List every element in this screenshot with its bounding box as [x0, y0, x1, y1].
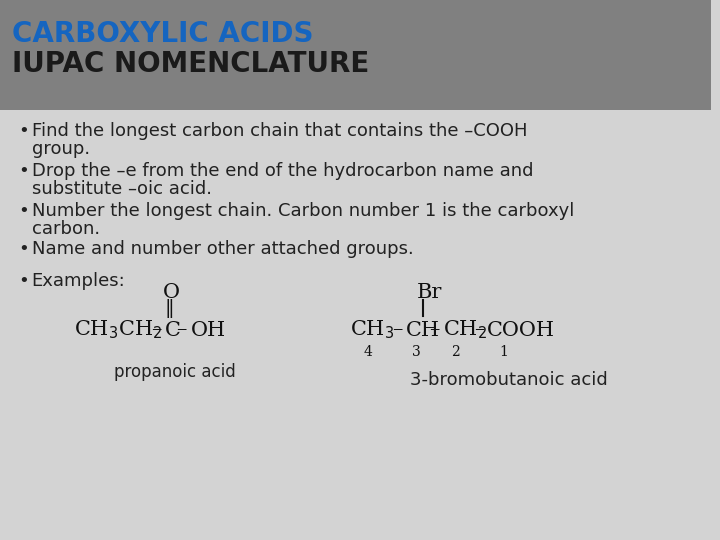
Text: CH$_3$CH$_2$: CH$_3$CH$_2$: [74, 319, 163, 341]
Text: –: –: [474, 321, 485, 340]
Text: carbon.: carbon.: [32, 220, 99, 238]
Bar: [0, 0, 711, 110]
Text: Name and number other attached groups.: Name and number other attached groups.: [32, 240, 413, 258]
Text: Find the longest carbon chain that contains the –COOH: Find the longest carbon chain that conta…: [32, 122, 527, 140]
Text: •: •: [18, 122, 29, 140]
Text: 3: 3: [413, 345, 421, 359]
Text: CH$_2$: CH$_2$: [444, 319, 487, 341]
Text: –: –: [392, 321, 402, 340]
Text: –: –: [176, 321, 186, 340]
Text: substitute –oic acid.: substitute –oic acid.: [32, 180, 212, 198]
Text: Examples:: Examples:: [32, 272, 125, 290]
Text: propanoic acid: propanoic acid: [114, 363, 235, 381]
Text: •: •: [18, 202, 29, 220]
Text: 2: 2: [451, 345, 459, 359]
Text: OH: OH: [191, 321, 225, 340]
Text: ‖: ‖: [165, 299, 174, 318]
Text: CH$_3$: CH$_3$: [351, 319, 395, 341]
Text: CARBOXYLIC ACIDS: CARBOXYLIC ACIDS: [12, 20, 313, 48]
Text: Drop the –e from the end of the hydrocarbon name and: Drop the –e from the end of the hydrocar…: [32, 162, 533, 180]
Text: •: •: [18, 162, 29, 180]
Text: 1: 1: [499, 345, 508, 359]
Text: Br: Br: [417, 282, 442, 301]
Text: •: •: [18, 272, 29, 290]
Text: –: –: [429, 321, 440, 340]
Text: O: O: [163, 282, 180, 301]
Text: Number the longest chain. Carbon number 1 is the carboxyl: Number the longest chain. Carbon number …: [32, 202, 574, 220]
Text: 4: 4: [364, 345, 373, 359]
Text: COOH: COOH: [487, 321, 554, 340]
Text: 3-bromobutanoic acid: 3-bromobutanoic acid: [410, 371, 608, 389]
Text: C: C: [165, 321, 181, 340]
Text: IUPAC NOMENCLATURE: IUPAC NOMENCLATURE: [12, 50, 369, 78]
Text: group.: group.: [32, 140, 90, 158]
Text: –: –: [151, 321, 161, 340]
Text: CH: CH: [406, 321, 440, 340]
Text: •: •: [18, 240, 29, 258]
